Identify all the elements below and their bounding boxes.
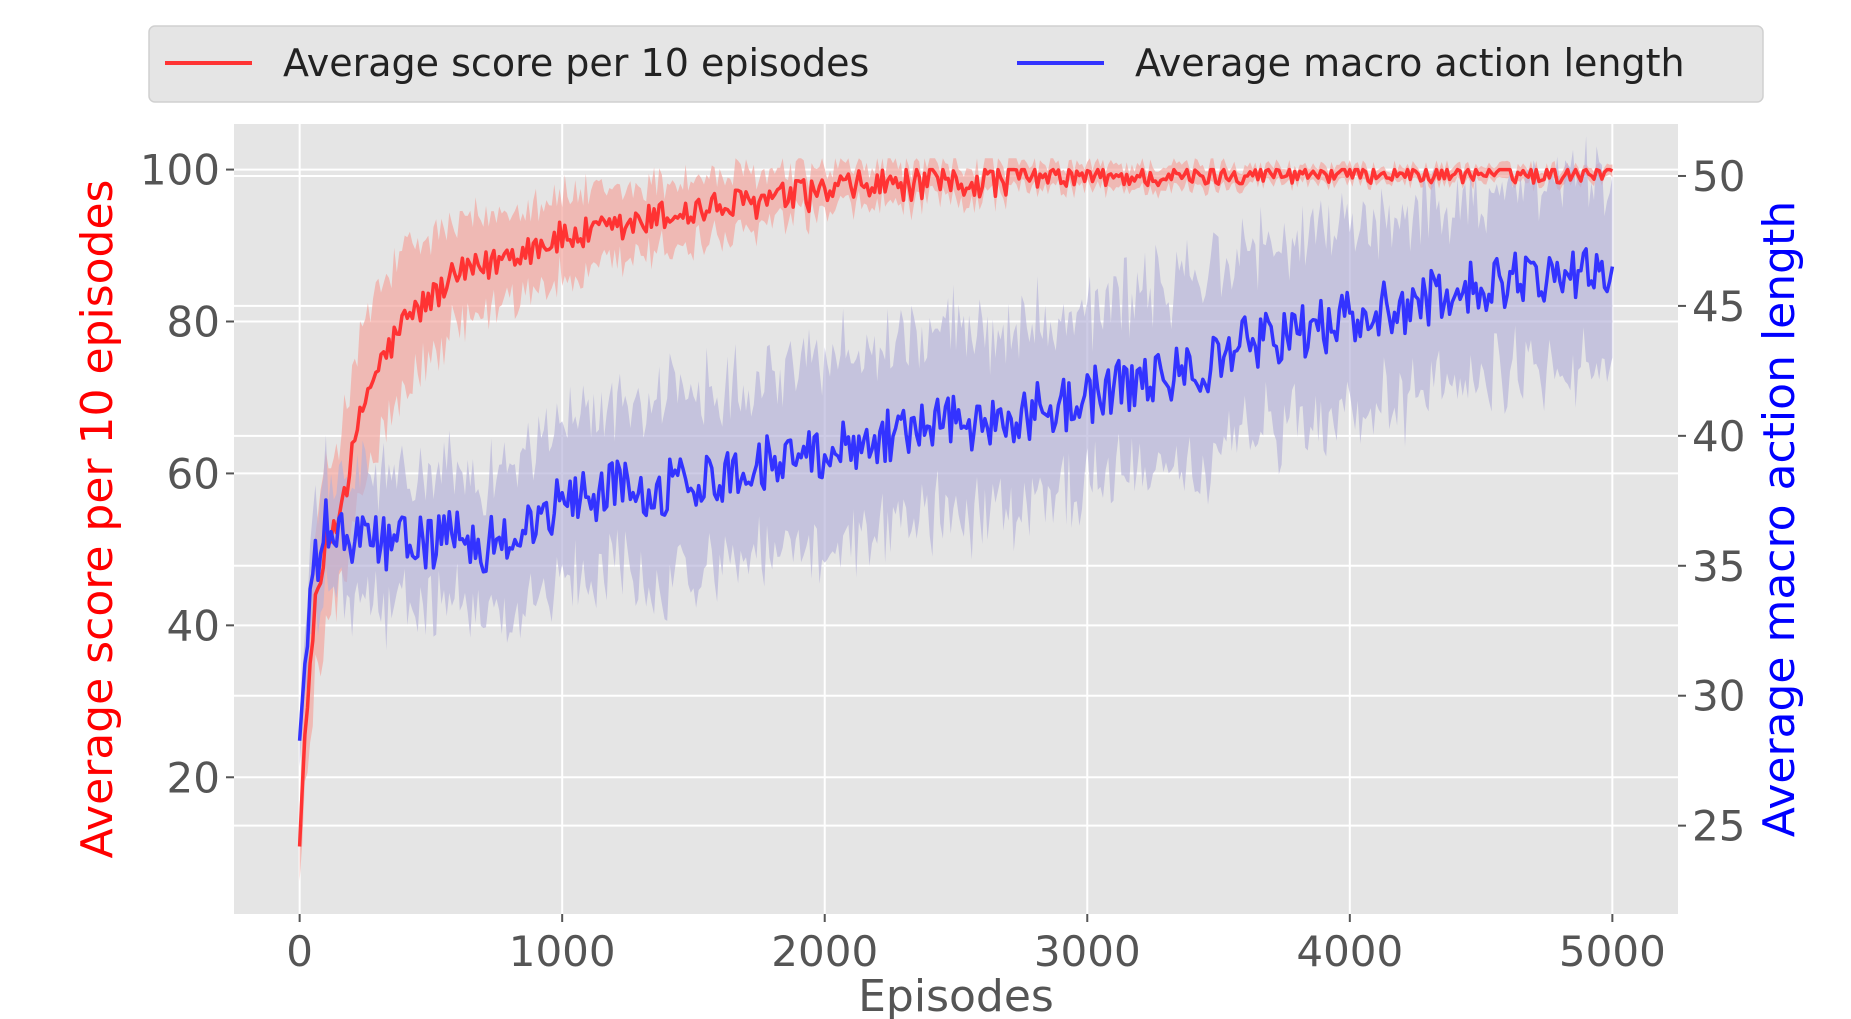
y-right-tick-label: 25 — [1692, 802, 1745, 851]
y-left-tick-label: 20 — [167, 753, 220, 802]
series-lines — [297, 167, 1615, 847]
right-y-axis: 25 30 35 40 45 50 — [1678, 152, 1745, 851]
y-right-tick-label: 35 — [1692, 542, 1745, 591]
y-left-tick-label: 80 — [167, 298, 220, 347]
macro-length-confidence-band — [299, 136, 1613, 767]
x-axis-title: Episodes — [858, 971, 1054, 1019]
x-tick-label: 1000 — [509, 927, 616, 976]
y-right-tick-label: 40 — [1692, 412, 1745, 461]
macro-length-series-line — [297, 247, 1615, 741]
x-tick-label: 5000 — [1559, 927, 1666, 976]
right-y-axis-title: Average macro action length — [1754, 201, 1805, 837]
y-left-tick-label: 100 — [140, 146, 220, 195]
legend-label-macro-length: Average macro action length — [1135, 41, 1685, 85]
y-right-tick-label: 50 — [1692, 152, 1745, 201]
y-right-tick-label: 30 — [1692, 672, 1745, 721]
x-tick-label: 0 — [286, 927, 313, 976]
score-series-line — [297, 167, 1614, 847]
x-tick-label: 3000 — [1034, 927, 1141, 976]
legend: Average score per 10 episodes Average ma… — [148, 25, 1764, 103]
confidence-bands — [299, 136, 1613, 881]
x-tick-label: 4000 — [1296, 927, 1403, 976]
left-y-axis-title: Average score per 10 episodes — [72, 180, 123, 859]
y-left-tick-label: 40 — [167, 601, 220, 650]
legend-label-score: Average score per 10 episodes — [283, 41, 869, 85]
x-tick-label: 2000 — [771, 927, 878, 976]
left-y-axis: 20 40 60 80 100 — [140, 146, 234, 802]
y-left-tick-label: 60 — [167, 449, 220, 498]
legend-box — [148, 25, 1764, 103]
x-axis: 0 1000 2000 3000 4000 5000 — [286, 914, 1666, 976]
y-right-tick-label: 45 — [1692, 282, 1745, 331]
